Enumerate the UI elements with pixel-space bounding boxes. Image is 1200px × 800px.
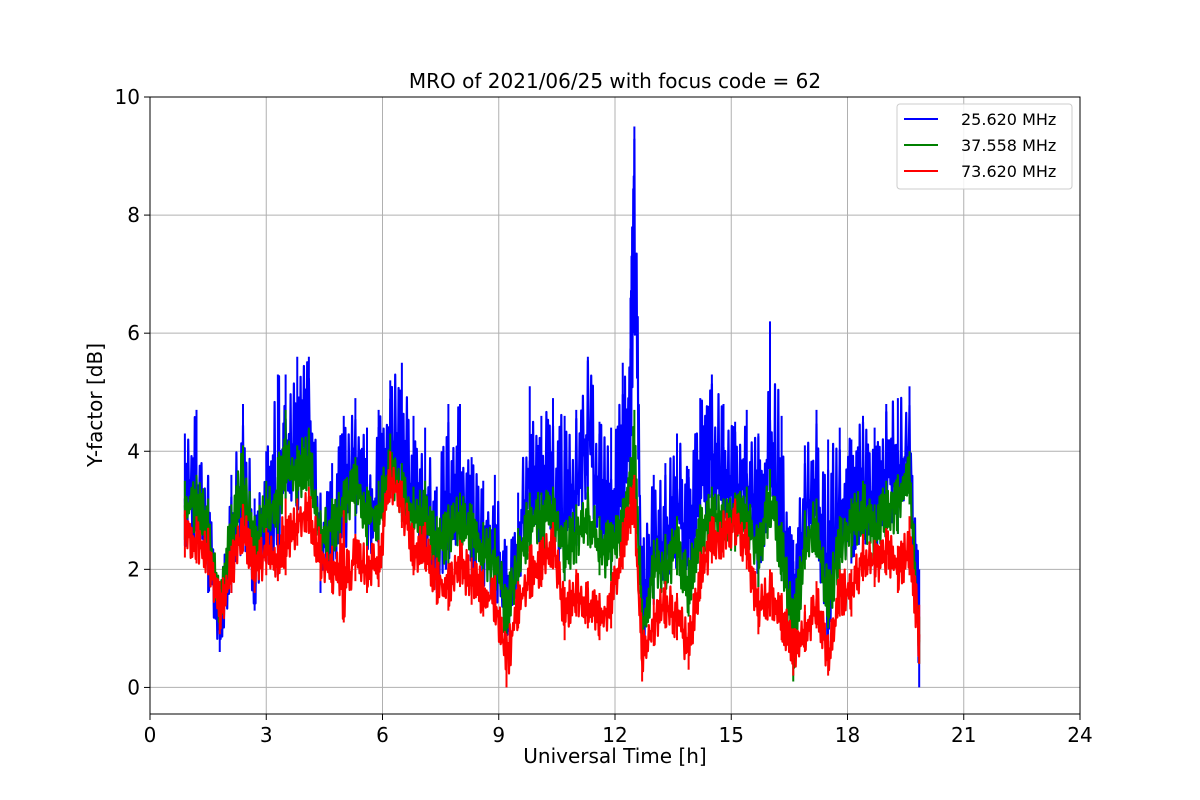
legend-entry: 37.558 MHz — [961, 136, 1056, 155]
y-tick-label: 4 — [127, 439, 140, 463]
series-3 — [183, 451, 921, 688]
y-tick-label: 6 — [127, 321, 140, 345]
x-tick-label: 6 — [376, 723, 389, 747]
series-layer — [183, 126, 921, 688]
x-tick-label: 18 — [835, 723, 860, 747]
legend: 25.620 MHz 37.558 MHz 73.620 MHz — [896, 103, 1073, 190]
x-tick-label: 12 — [602, 723, 627, 747]
x-tick-label: 9 — [492, 723, 505, 747]
x-tick-label: 0 — [144, 723, 157, 747]
legend-box — [896, 103, 1073, 190]
x-tick-label: 3 — [260, 723, 273, 747]
y-tick-label: 2 — [127, 557, 140, 581]
x-tick-label: 24 — [1067, 723, 1092, 747]
chart-title: MRO of 2021/06/25 with focus code = 62 — [409, 69, 821, 93]
legend-entry: 25.620 MHz — [961, 110, 1056, 129]
x-axis: 0 3 6 9 12 15 18 21 24 — [144, 714, 1093, 747]
legend-entry: 73.620 MHz — [961, 162, 1056, 181]
x-tick-label: 21 — [951, 723, 976, 747]
y-tick-label: 0 — [127, 675, 140, 699]
series-line — [183, 426, 921, 669]
y-tick-label: 10 — [115, 85, 140, 109]
series-line — [183, 466, 921, 675]
y-axis: 0 2 4 6 8 10 — [115, 85, 150, 699]
x-axis-label: Universal Time [h] — [523, 744, 706, 768]
y-tick-label: 8 — [127, 203, 140, 227]
x-tick-label: 15 — [719, 723, 744, 747]
y-axis-label: Y-factor [dB] — [83, 343, 107, 468]
